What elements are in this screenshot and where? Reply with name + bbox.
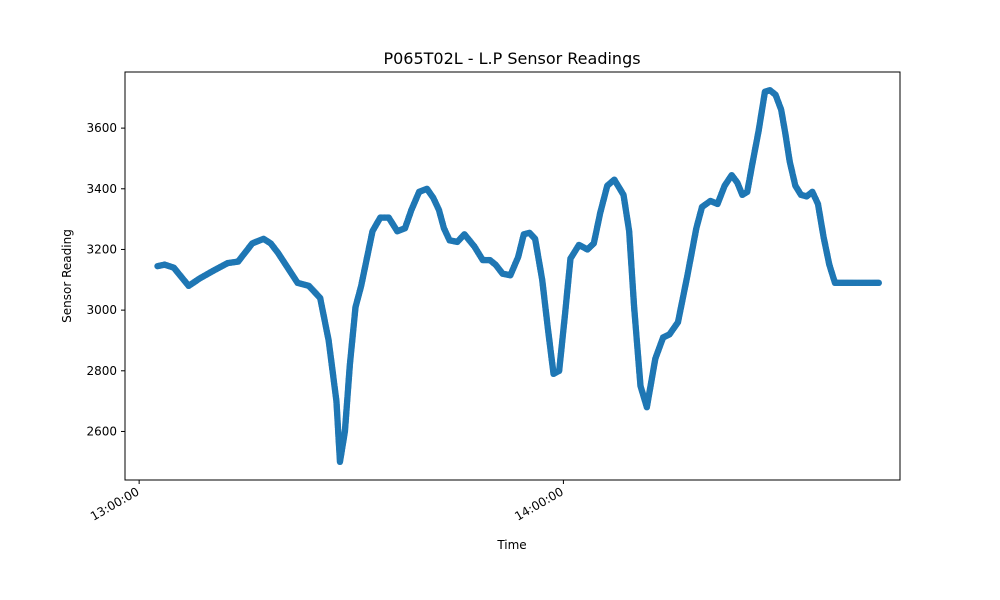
y-axis-label: Sensor Reading [60, 229, 74, 323]
data-series [154, 87, 882, 465]
plot-frame [124, 71, 901, 481]
data-point [875, 279, 882, 287]
x-tick-label: 14:00:00 [512, 484, 566, 523]
x-axis: 13:00:00 14:00:00 [88, 480, 566, 524]
y-tick-label: 2600 [86, 424, 117, 438]
x-tick-label: 13:00:00 [88, 484, 142, 523]
y-axis: 2600 2800 3000 3200 3400 3600 [86, 121, 125, 438]
y-tick-label: 2800 [86, 364, 117, 378]
y-tick-label: 3200 [86, 242, 117, 256]
chart-title: P065T02L - L.P Sensor Readings [383, 49, 640, 68]
y-tick-label: 3000 [86, 303, 117, 317]
y-tick-label: 3600 [86, 121, 117, 135]
y-tick-label: 3400 [86, 182, 117, 196]
x-axis-label: Time [496, 538, 526, 552]
